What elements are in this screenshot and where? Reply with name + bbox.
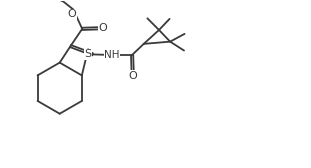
- Text: O: O: [67, 9, 76, 19]
- Text: S: S: [85, 50, 92, 59]
- Text: O: O: [98, 23, 107, 33]
- Text: O: O: [128, 71, 137, 80]
- Text: NH: NH: [104, 50, 120, 60]
